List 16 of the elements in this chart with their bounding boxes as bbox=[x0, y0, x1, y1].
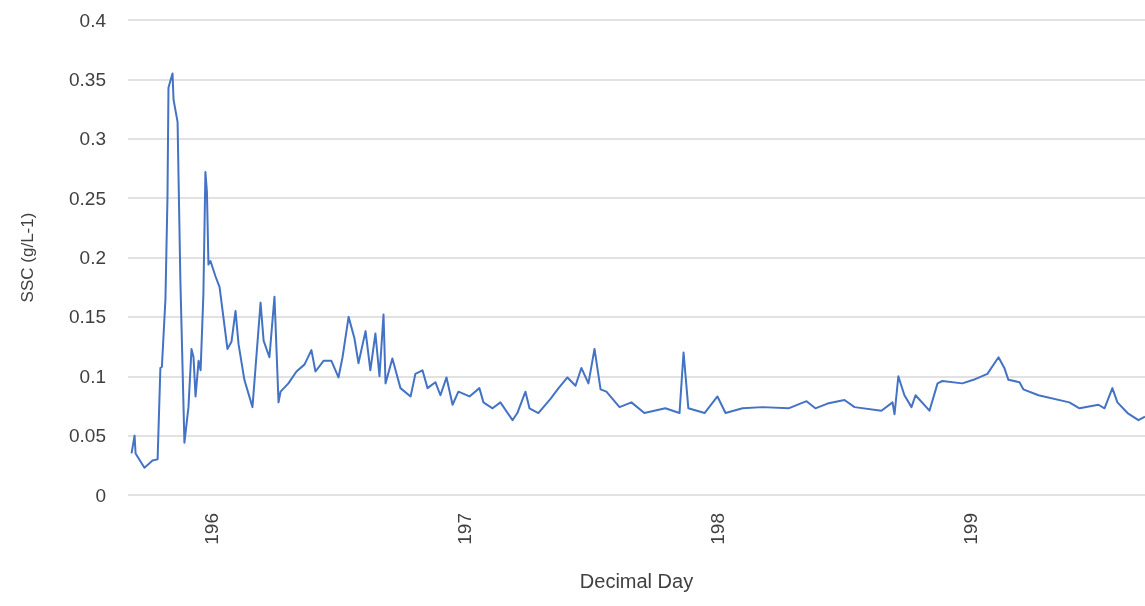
y-tick-label: 0.15 bbox=[69, 306, 106, 328]
line-series bbox=[130, 72, 1145, 469]
y-tick-label: 0.2 bbox=[79, 247, 106, 268]
x-tick-label: 199 bbox=[959, 513, 981, 545]
y-tick-label: 0.35 bbox=[69, 68, 106, 90]
x-tick-label: 198 bbox=[706, 513, 728, 545]
y-tick-label: 0.1 bbox=[79, 365, 106, 387]
x-axis-title: Decimal Day bbox=[579, 570, 694, 592]
y-tick-label: 0.3 bbox=[79, 128, 106, 150]
y-tick-label: 0 bbox=[95, 484, 106, 506]
y-tick-label: 0.05 bbox=[69, 425, 106, 447]
y-tick-label: 0.4 bbox=[79, 9, 107, 31]
y-tick-label: 0.25 bbox=[69, 187, 106, 209]
y-axis-title: SSC (g/L-1) bbox=[18, 212, 37, 303]
x-tick-label: 197 bbox=[453, 513, 475, 545]
x-tick-label: 196 bbox=[200, 513, 222, 545]
